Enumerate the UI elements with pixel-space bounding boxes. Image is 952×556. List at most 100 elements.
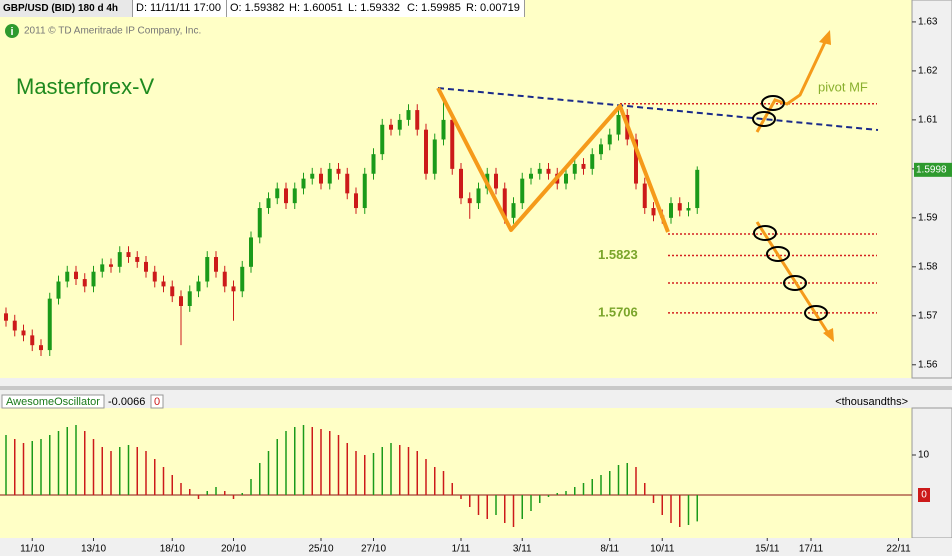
candle-body [187,291,192,306]
level-label: 1.5706 [598,304,638,319]
candle-body [117,252,122,267]
zero-label-box [918,488,930,502]
y-tick-label: 0 [921,490,927,501]
last-price-box [914,162,952,177]
candle-body [599,144,603,155]
splitter[interactable] [0,386,952,390]
candle-body [21,330,26,336]
candle-body [205,257,210,282]
candle-body [607,134,612,145]
y-tick-label: 1.57 [918,310,938,321]
candle-body [39,345,43,351]
header-low: L: 1.59332 [345,0,407,17]
candle-body [616,114,621,135]
candle-body [686,208,691,211]
indicator-param-box [150,394,164,409]
candle-body [179,296,183,306]
candle-body [266,198,271,209]
candle-body [432,139,437,174]
symbol[interactable]: GBP/USD (BID) 180 d 4h [0,0,133,17]
candle-body [494,173,498,189]
down-arrowhead [823,328,834,342]
candle-body [135,257,140,262]
header-date: D: 11/11/11 17:00 [133,0,227,17]
candle-body [459,168,463,199]
indicator-param: 0 [154,396,160,408]
indicator-units: <thousandths> [835,396,908,408]
candle-body [590,154,595,169]
x-tick-label: 11/10 [20,544,45,555]
candle-body [310,173,315,179]
candle-body [12,320,17,331]
candle-body [249,237,253,267]
candle-body [292,188,297,204]
candle-body [152,271,157,282]
markers [752,95,828,321]
candle-body [642,183,647,209]
info-icon[interactable] [5,24,19,38]
candle-body [520,178,525,204]
level-label: 1.5823 [598,247,638,262]
candle-body [450,119,455,169]
candle-body [301,178,306,189]
x-tick-label: 13/10 [81,544,106,555]
candle-body [467,198,472,204]
chart-title: Masterforex-V [16,74,154,99]
last-price: 1.5998 [916,164,947,175]
indicator-name: AwesomeOscillator [6,396,100,408]
header-range: R: 0.00719 [463,0,525,17]
candle-body [380,124,385,155]
oscillator-axis [911,407,952,539]
x-tick-label: 15/11 [755,544,780,555]
header-open: O: 1.59382 [227,0,289,17]
x-tick-label: 25/10 [308,544,333,555]
y-tick-label: 1.62 [918,66,938,77]
x-tick-label: 17/11 [799,544,824,555]
candle-body [91,271,96,287]
candle-body [669,203,673,218]
y-tick-label: 1.59 [918,212,938,223]
indicator-box[interactable] [1,394,105,409]
x-tick-label: 20/10 [221,544,246,555]
annotation: pivot MF [818,79,868,94]
candle-body [65,271,70,282]
time-axis [0,538,952,556]
candle-body [56,281,61,299]
candle-body [581,163,586,169]
price-axis [911,0,952,379]
candle-body [511,203,516,218]
x-tick-label: 27/10 [361,544,386,555]
info-icon-glyph: i [10,26,13,38]
candle-body [231,286,236,292]
x-tick-label: 10/11 [650,544,675,555]
candle-body [564,173,568,184]
candle-body [319,173,323,184]
candle-body [4,313,8,321]
x-tick-label: 3/11 [513,544,532,555]
up-arrow [755,39,828,133]
candle-body [424,129,428,174]
x-tick-label: 18/10 [160,544,185,555]
candle-body [389,124,393,130]
candle-body [47,298,52,351]
candle-body [502,188,507,218]
x-tick-label: 22/11 [886,544,911,555]
candle-body [327,168,332,184]
candle-body [397,119,402,130]
candle-body [537,168,542,174]
candle-body [362,173,367,209]
candle-body [695,169,700,209]
candle-body [126,252,131,258]
candle-body [275,188,280,199]
candle-body [100,264,105,272]
candle-body [257,208,262,238]
candle-body [677,203,682,211]
up-arrowhead [819,30,831,45]
oscillator-panel [0,408,912,538]
candle-body [634,139,638,184]
candle-body [214,257,218,272]
trend-line [437,87,879,131]
header-close: C: 1.59985 [404,0,466,17]
